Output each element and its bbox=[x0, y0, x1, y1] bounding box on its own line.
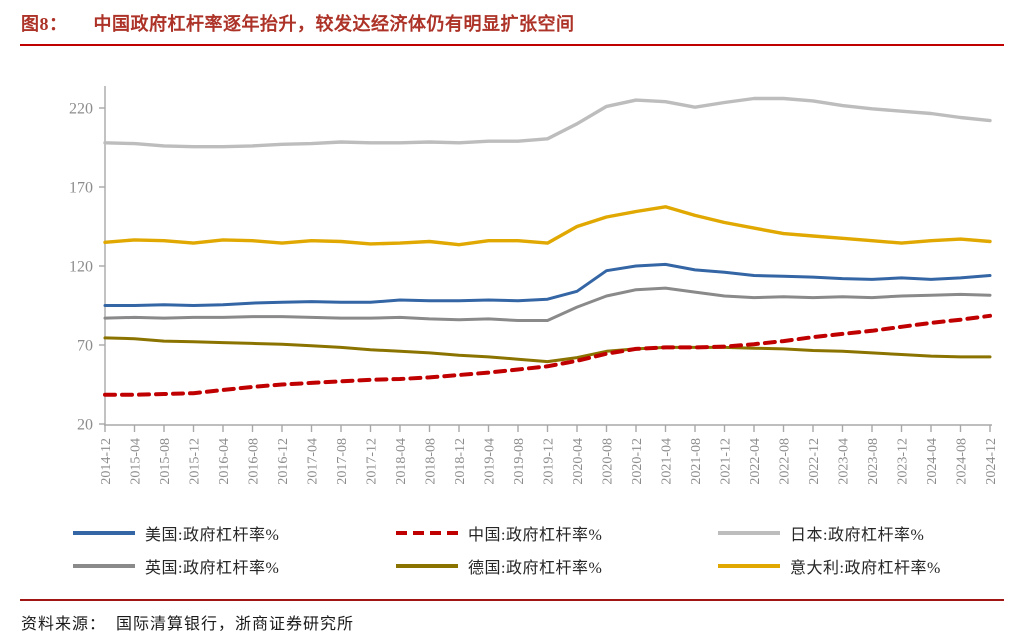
x-tick-label: 2016-12 bbox=[276, 438, 291, 485]
y-tick-label: 20 bbox=[77, 417, 93, 434]
x-tick-label: 2020-04 bbox=[571, 438, 586, 485]
x-tick-label: 2020-08 bbox=[601, 438, 616, 485]
legend-item-italy: 意大利:政府杠杆率% bbox=[718, 555, 985, 577]
x-tick-label: 2021-12 bbox=[719, 438, 734, 485]
x-tick-label: 2022-04 bbox=[748, 438, 763, 485]
x-tick-label: 2022-12 bbox=[807, 438, 822, 485]
legend-label-uk: 英国:政府杠杆率% bbox=[145, 560, 280, 577]
y-tick-label: 70 bbox=[77, 338, 93, 355]
x-tick-label: 2021-04 bbox=[660, 438, 675, 485]
legend-item-japan: 日本:政府杠杆率% bbox=[718, 522, 985, 544]
x-tick-label: 2024-04 bbox=[925, 438, 940, 485]
series-line-美国 bbox=[103, 262, 992, 307]
x-tick-label: 2024-12 bbox=[984, 438, 999, 485]
legend-item-china: 中国:政府杠杆率% bbox=[396, 522, 718, 544]
legend-label-japan: 日本:政府杠杆率% bbox=[790, 527, 925, 544]
source-label: 资料来源： bbox=[21, 616, 107, 633]
legend-swatch-germany bbox=[396, 564, 458, 568]
x-tick-label: 2018-12 bbox=[453, 438, 468, 485]
x-tick-label: 2022-08 bbox=[778, 438, 793, 485]
x-tick-label: 2021-08 bbox=[689, 438, 704, 485]
legend-label-italy: 意大利:政府杠杆率% bbox=[790, 560, 941, 577]
chart-legend: 美国:政府杠杆率% 中国:政府杠杆率% 日本:政府杠杆率% 英国:政府杠杆率% … bbox=[73, 522, 985, 577]
x-tick-label: 2015-08 bbox=[158, 438, 173, 485]
x-tick-label: 2017-12 bbox=[365, 438, 380, 485]
x-tick-label: 2020-12 bbox=[630, 438, 645, 485]
series-line-德国 bbox=[103, 336, 992, 364]
title-divider-line bbox=[20, 44, 1004, 46]
figure-title: 中国政府杠杆率逐年抬升，较发达经济体仍有明显扩张空间 bbox=[93, 14, 575, 34]
chart-canvas: 20 70 120 170 220 2014-12 2015-04 2015-08 2015-1… bbox=[69, 86, 999, 485]
legend-label-us: 美国:政府杠杆率% bbox=[145, 527, 280, 544]
x-tick-label: 2019-08 bbox=[512, 438, 527, 485]
x-tick-label: 2023-08 bbox=[866, 438, 881, 485]
legend-swatch-uk bbox=[73, 564, 135, 568]
legend-swatch-italy bbox=[718, 564, 780, 568]
x-tick-label: 2018-04 bbox=[394, 438, 409, 485]
x-tick-label: 2019-04 bbox=[483, 438, 498, 485]
x-tick-label: 2023-04 bbox=[837, 438, 852, 485]
x-tick-label: 2015-04 bbox=[129, 438, 144, 485]
legend-item-uk: 英国:政府杠杆率% bbox=[73, 555, 396, 577]
figure-number-label: 图8： bbox=[21, 14, 68, 34]
x-tick-label: 2015-12 bbox=[188, 438, 203, 485]
x-tick-label: 2018-08 bbox=[424, 438, 439, 485]
x-tick-label: 2014-12 bbox=[99, 438, 114, 485]
x-tick-label: 2016-08 bbox=[247, 438, 262, 485]
legend-label-china: 中国:政府杠杆率% bbox=[468, 527, 603, 544]
legend-swatch-us bbox=[73, 531, 135, 535]
source-note: 资料来源： 国际清算银行，浙商证券研究所 bbox=[21, 610, 354, 634]
x-tick-label: 2024-08 bbox=[955, 438, 970, 485]
y-tick-label: 220 bbox=[69, 101, 93, 118]
y-tick-label: 170 bbox=[69, 180, 93, 197]
series-line-日本 bbox=[103, 96, 992, 149]
legend-swatch-japan bbox=[718, 531, 780, 535]
series-line-英国 bbox=[103, 286, 992, 322]
legend-item-us: 美国:政府杠杆率% bbox=[73, 522, 396, 544]
legend-swatch-china bbox=[396, 531, 458, 535]
footer-divider-line bbox=[20, 599, 1004, 601]
x-tick-label: 2023-12 bbox=[896, 438, 911, 485]
x-tick-label: 2016-04 bbox=[217, 438, 232, 485]
series-line-中国 bbox=[103, 313, 992, 397]
x-tick-label: 2017-04 bbox=[306, 438, 321, 485]
y-tick-label: 120 bbox=[69, 259, 93, 276]
x-tick-label: 2017-08 bbox=[335, 438, 350, 485]
legend-item-germany: 德国:政府杠杆率% bbox=[396, 555, 718, 577]
series-line-意大利 bbox=[103, 205, 992, 247]
source-text: 国际清算银行，浙商证券研究所 bbox=[116, 616, 355, 633]
x-tick-label: 2019-12 bbox=[542, 438, 557, 485]
legend-label-germany: 德国:政府杠杆率% bbox=[468, 560, 603, 577]
figure-title-row: 图8： 中国政府杠杆率逐年抬升，较发达经济体仍有明显扩张空间 bbox=[21, 10, 575, 36]
